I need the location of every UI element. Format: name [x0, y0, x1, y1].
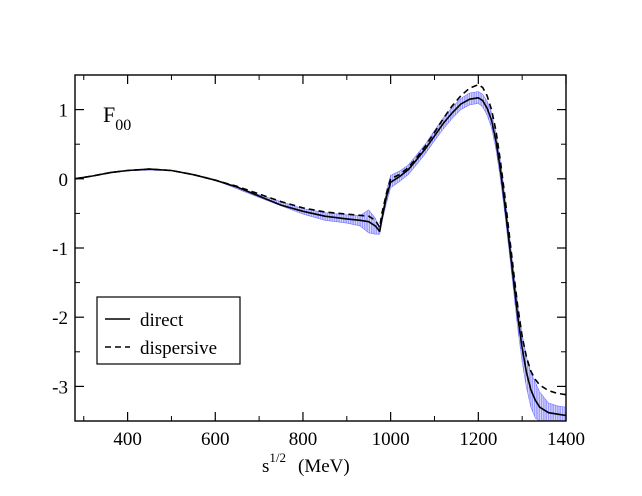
x-tick-label: 600	[201, 429, 230, 450]
panel-label-main: F	[103, 102, 115, 127]
y-tick-label: -1	[52, 239, 68, 260]
y-tick-label: 0	[59, 170, 69, 191]
panel-label: F00	[103, 102, 131, 134]
y-tick-label: -3	[52, 377, 68, 398]
x-axis-title-sup: 1/2	[269, 450, 286, 465]
y-tick-label: 1	[59, 101, 69, 122]
tick-layer: 400 600 800 1000 1200 1400 1 0 -1 -2 -3	[52, 74, 585, 450]
series-layer	[74, 83, 567, 417]
legend-direct-label: direct	[140, 310, 184, 331]
x-axis-title: s1/2 (MeV)	[262, 450, 350, 477]
y-tick-label: -2	[52, 308, 68, 329]
legend-box	[96, 296, 241, 365]
x-axis-title-main: s	[262, 456, 269, 477]
legend: direct dispersive	[96, 296, 241, 365]
x-tick-label: 1200	[459, 429, 497, 450]
x-tick-label: 1400	[547, 429, 585, 450]
x-tick-label: 1000	[372, 429, 410, 450]
x-tick-label: 400	[113, 429, 142, 450]
series-line-dispersive	[74, 83, 567, 396]
panel-label-sub: 00	[115, 117, 131, 134]
x-axis-title-unit: (MeV)	[298, 456, 350, 477]
legend-dispersive-label: dispersive	[140, 338, 217, 359]
x-tick-label: 800	[289, 429, 318, 450]
